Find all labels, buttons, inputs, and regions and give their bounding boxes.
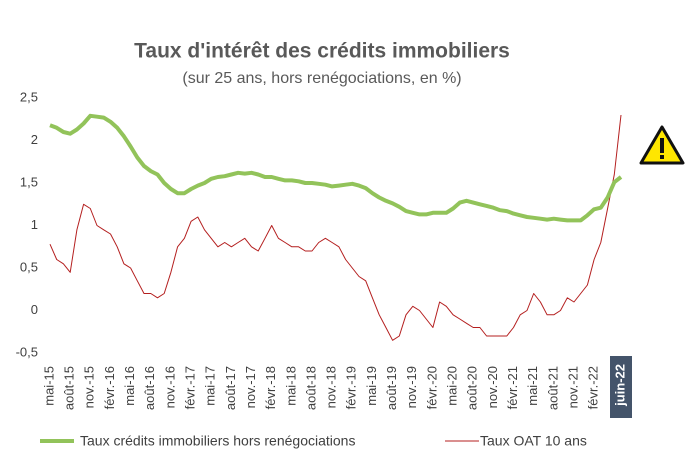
x-tick-label: nov.-19 xyxy=(404,366,419,408)
chart-subtitle: (sur 25 ans, hors renégociations, en %) xyxy=(182,70,461,87)
x-tick-label: août-16 xyxy=(142,366,157,410)
x-tick-label: févr.-17 xyxy=(183,366,198,409)
x-tick-label: juin-22 xyxy=(612,364,627,407)
y-tick-label: 1 xyxy=(31,217,38,232)
x-tick-label: mai-21 xyxy=(525,366,540,406)
x-tick-label: nov.-18 xyxy=(324,366,339,408)
x-tick-label: févr.-21 xyxy=(505,366,520,409)
x-tick-label: août-17 xyxy=(223,366,238,410)
x-tick-label: nov.-20 xyxy=(485,366,500,408)
chart-title: Taux d'intérêt des crédits immobiliers xyxy=(134,40,510,63)
series-line xyxy=(49,114,622,341)
legend-label: Taux OAT 10 ans xyxy=(480,433,587,449)
x-tick-label: févr.-16 xyxy=(102,366,117,409)
x-tick-label: mai-18 xyxy=(283,366,298,406)
x-tick-label: août-15 xyxy=(62,366,77,410)
x-tick-label: févr.-20 xyxy=(424,366,439,409)
x-tick-label: nov.-16 xyxy=(162,366,177,408)
x-tick-label: mai-17 xyxy=(203,366,218,406)
x-tick-label: mai-20 xyxy=(444,366,459,406)
x-tick-label: nov.-17 xyxy=(243,366,258,408)
x-tick-label: août-19 xyxy=(384,366,399,410)
x-tick-label: nov.-21 xyxy=(565,366,580,408)
x-tick-label: août-18 xyxy=(303,366,318,410)
x-tick-label: mai-16 xyxy=(122,366,137,406)
y-tick-label: -0,5 xyxy=(16,344,38,359)
warning-icon xyxy=(639,125,685,165)
y-tick-label: 1,5 xyxy=(20,174,38,189)
legend-label: Taux crédits immobiliers hors renégociat… xyxy=(80,433,355,449)
x-tick-label: mai-19 xyxy=(364,366,379,406)
x-tick-label: mai-15 xyxy=(41,366,56,406)
y-tick-label: 0,5 xyxy=(20,259,38,274)
highlight-box xyxy=(610,356,632,418)
y-tick-label: 2,5 xyxy=(20,89,38,104)
x-tick-label: févr.-18 xyxy=(263,366,278,409)
x-tick-label: févr.-19 xyxy=(344,366,359,409)
series-line xyxy=(49,113,623,223)
x-tick-label: août-20 xyxy=(465,366,480,410)
x-tick-label: nov.-15 xyxy=(82,366,97,408)
x-tick-label: août-21 xyxy=(545,366,560,410)
y-tick-label: 2 xyxy=(31,132,38,147)
x-tick-label: févr.-22 xyxy=(586,366,601,409)
y-tick-label: 0 xyxy=(31,302,38,317)
